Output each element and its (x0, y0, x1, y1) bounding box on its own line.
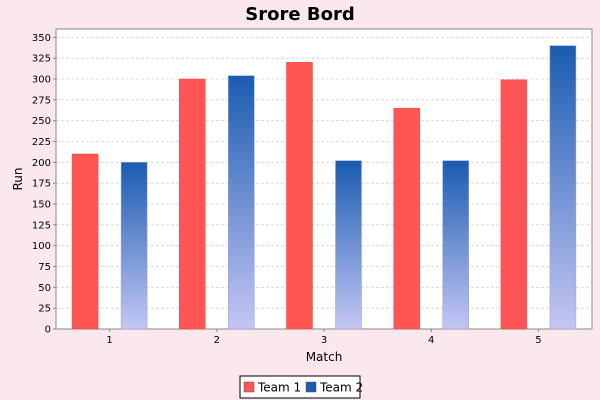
y-tick-label: 50 (38, 283, 51, 294)
bar-team-2-match-2 (228, 75, 255, 330)
chart-title: Srore Bord (245, 4, 354, 25)
y-tick-label: 0 (45, 325, 51, 336)
bar-team-1-match-5 (500, 79, 528, 330)
legend-label-team-2: Team 2 (319, 381, 363, 395)
x-tick-label: 2 (214, 335, 220, 346)
x-axis: 1 2 3 4 5 (106, 329, 542, 346)
y-tick-label: 225 (32, 137, 51, 148)
bar-team-1-match-2 (179, 78, 206, 330)
legend: Team 1 Team 2 (239, 375, 363, 399)
bar-team-1-match-1 (71, 153, 99, 330)
bar-team-2-match-4 (442, 160, 469, 330)
x-tick-label: 5 (535, 335, 541, 346)
x-tick-label: 4 (428, 335, 434, 346)
y-tick-label: 75 (38, 262, 51, 273)
x-tick-label: 3 (321, 335, 327, 346)
y-tick-label: 150 (32, 200, 51, 211)
x-tick-label: 1 (106, 335, 112, 346)
y-tick-label: 125 (32, 220, 51, 231)
bar-team-2-match-5 (549, 45, 577, 330)
bar-team-2-match-1 (120, 162, 148, 330)
x-axis-label: Match (306, 350, 343, 364)
y-tick-label: 200 (32, 158, 51, 169)
y-tick-label: 250 (32, 116, 51, 127)
y-axis-label: Run (11, 167, 25, 190)
bars (71, 45, 577, 330)
legend-swatch-team-1 (243, 381, 255, 393)
bar-team-1-match-3 (286, 62, 313, 330)
y-tick-label: 350 (32, 33, 51, 44)
legend-box (239, 375, 361, 399)
bar-team-1-match-4 (393, 107, 420, 330)
y-tick-label: 325 (32, 54, 51, 65)
y-tick-label: 300 (32, 75, 51, 86)
y-axis: 0 25 50 75 100 125 150 175 200 225 250 275 300 325 350 (32, 29, 57, 336)
y-tick-label: 175 (32, 179, 51, 190)
bar-team-2-match-3 (335, 160, 362, 330)
legend-swatch-team-2 (305, 381, 317, 393)
y-tick-label: 25 (38, 304, 51, 315)
y-tick-label: 275 (32, 95, 51, 106)
legend-label-team-1: Team 1 (257, 381, 301, 395)
y-tick-label: 100 (32, 241, 51, 252)
